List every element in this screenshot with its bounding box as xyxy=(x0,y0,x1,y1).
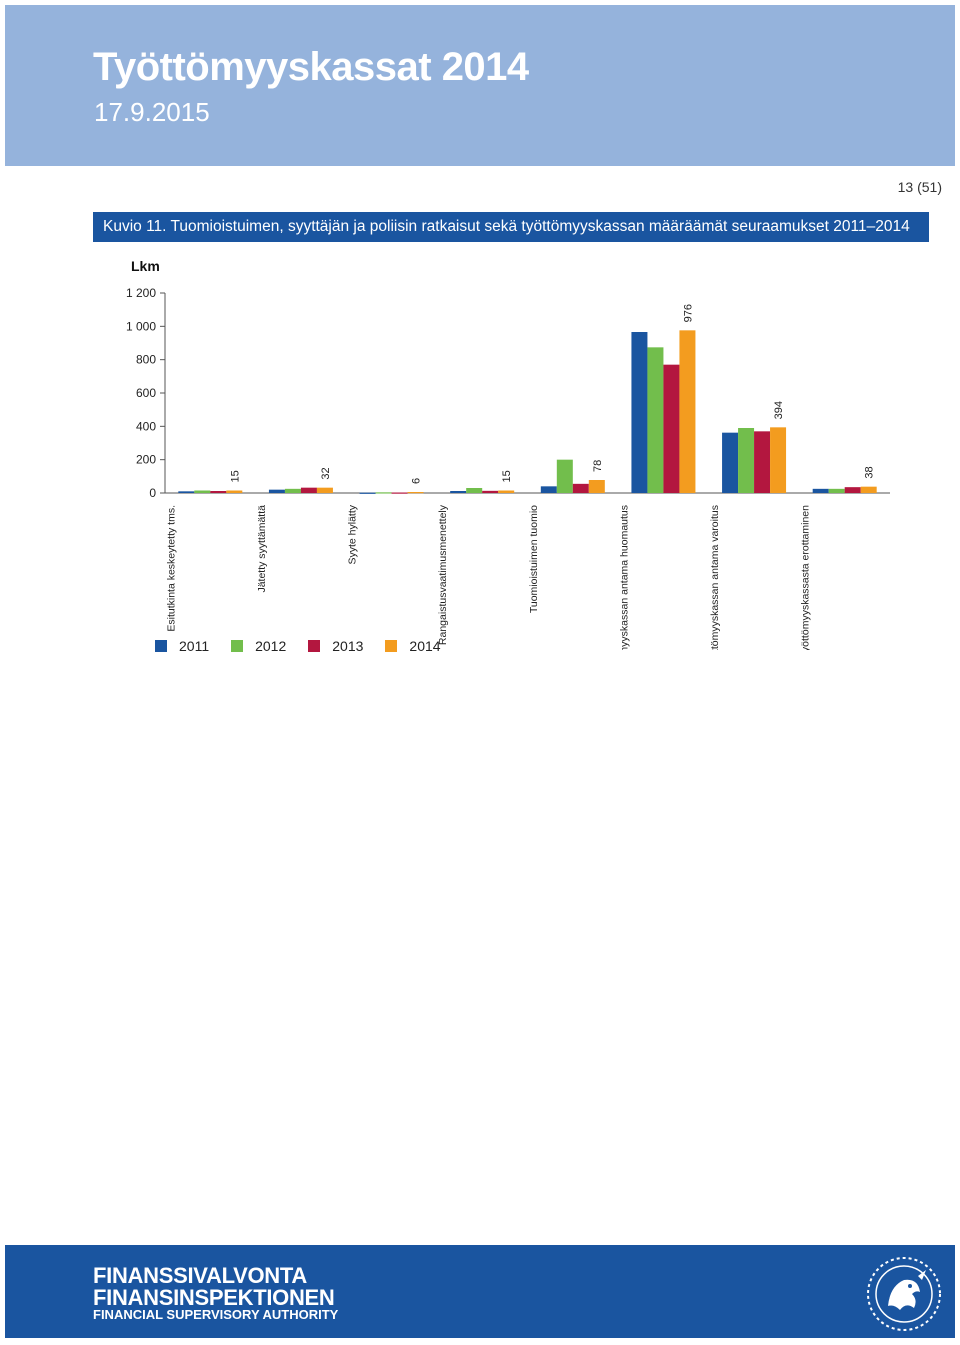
x-category-label: Esitutkinta keskeytetty tms. xyxy=(165,505,177,632)
publication-date: 17.9.2015 xyxy=(94,97,210,127)
legend-label: 2014 xyxy=(409,638,441,654)
bar-2014-1 xyxy=(226,490,243,493)
footer-org-name-fi: FINANSSIVALVONTA xyxy=(93,1263,307,1288)
x-category-label: Syyte hylätty xyxy=(347,504,359,564)
bar-2014-8 xyxy=(860,486,877,493)
legend-label: 2011 xyxy=(179,638,210,654)
bar-2013-3 xyxy=(391,492,408,494)
footer-org-name-en: FINANCIAL SUPERVISORY AUTHORITY xyxy=(93,1307,339,1322)
lion-emblem-icon xyxy=(867,1257,941,1331)
y-tick-label: 600 xyxy=(136,386,156,400)
bar-2012-8 xyxy=(828,488,845,493)
legend-item-2014: 2014 xyxy=(385,638,441,654)
footer-org-name-sv: FINANSINSPEKTIONEN xyxy=(93,1285,335,1310)
bar-2012-1 xyxy=(194,490,211,493)
bar-2011-3 xyxy=(359,492,376,494)
bar-chart: 0 200 400 600 800 1 000 1 200 15 Esitutkinta kes… xyxy=(126,286,890,650)
bar-2012-4 xyxy=(466,488,483,493)
data-label: 78 xyxy=(592,460,604,472)
bar-2013-6 xyxy=(663,364,680,493)
y-tick-label: 400 xyxy=(136,419,156,433)
bar-2011-8 xyxy=(812,488,829,493)
bar-2013-1 xyxy=(210,491,227,493)
data-label: 15 xyxy=(501,470,513,482)
bar-2014-7 xyxy=(770,427,787,493)
x-category-label: Työttömyyskassasta erottaminen xyxy=(800,505,812,650)
data-label: 32 xyxy=(320,467,332,479)
bar-2014-5 xyxy=(588,480,605,493)
y-tick-label: 1 200 xyxy=(126,286,156,300)
bar-2011-5 xyxy=(540,486,557,493)
x-category-label: Jätetty syyttämättä xyxy=(256,505,268,593)
legend-swatch xyxy=(155,640,167,652)
bar-2011-2 xyxy=(268,489,285,493)
y-tick-label: 1 000 xyxy=(126,319,156,333)
bar-2013-4 xyxy=(482,490,499,493)
bar-2011-1 xyxy=(178,491,195,493)
bar-2013-7 xyxy=(754,431,771,493)
chart-legend: 2011 2012 2013 2014 xyxy=(155,638,441,654)
footer-banner: FINANSSIVALVONTA FINANSINSPEKTIONEN FINA… xyxy=(5,1245,955,1338)
bar-2011-7 xyxy=(722,432,739,493)
bar-2011-6 xyxy=(631,332,648,493)
legend-label: 2013 xyxy=(332,638,364,654)
data-label: 394 xyxy=(773,401,785,419)
bar-2012-6 xyxy=(647,347,664,493)
bar-2012-7 xyxy=(738,428,755,493)
bar-2011-4 xyxy=(450,491,467,493)
bar-2013-5 xyxy=(572,483,589,493)
bar-2012-2 xyxy=(284,488,301,493)
page-title: Työttömyyskassat 2014 xyxy=(93,45,529,89)
x-category-label: Tuomioistuimen tuomio xyxy=(528,505,540,613)
x-category-label: Rangaistusvaatimusmenettely xyxy=(437,504,449,645)
legend-swatch xyxy=(231,640,244,652)
data-label: 38 xyxy=(864,466,876,478)
bar-2012-3 xyxy=(375,492,392,494)
data-label: 15 xyxy=(229,470,241,482)
bar-2014-4 xyxy=(498,490,515,493)
bar-2012-5 xyxy=(556,459,573,493)
data-label: 6 xyxy=(411,478,423,484)
legend-item-2011: 2011 xyxy=(155,638,209,654)
bar-2014-3 xyxy=(407,492,424,494)
y-tick-label: 200 xyxy=(136,453,156,467)
header-banner: Työttömyyskassat 2014 17.9.2015 xyxy=(5,5,955,166)
legend-swatch xyxy=(308,640,321,652)
y-tick-label: 0 xyxy=(149,486,156,500)
legend-label: 2012 xyxy=(255,638,287,654)
data-label: 976 xyxy=(682,304,694,322)
x-category-label: Työttömyyskassan antama varoitus xyxy=(709,505,721,650)
bar-2014-2 xyxy=(316,487,333,493)
legend-item-2013: 2013 xyxy=(308,638,363,654)
legend-item-2012: 2012 xyxy=(231,638,286,654)
figure-caption-bar: Kuvio 11. Tuomioistuimen, syyttäjän ja p… xyxy=(93,212,929,242)
bar-2013-8 xyxy=(844,487,861,493)
page-number: 13 (51) xyxy=(897,179,942,195)
bar-2013-2 xyxy=(300,487,317,493)
bar-2014-6 xyxy=(679,330,696,493)
y-tick-label: 800 xyxy=(136,353,156,367)
legend-swatch xyxy=(385,640,398,652)
x-category-label: Työttömyyskassan antama huomautus xyxy=(618,505,630,650)
figure-caption: Kuvio 11. Tuomioistuimen, syyttäjän ja p… xyxy=(103,218,910,235)
y-axis-unit-label: Lkm xyxy=(131,258,160,274)
